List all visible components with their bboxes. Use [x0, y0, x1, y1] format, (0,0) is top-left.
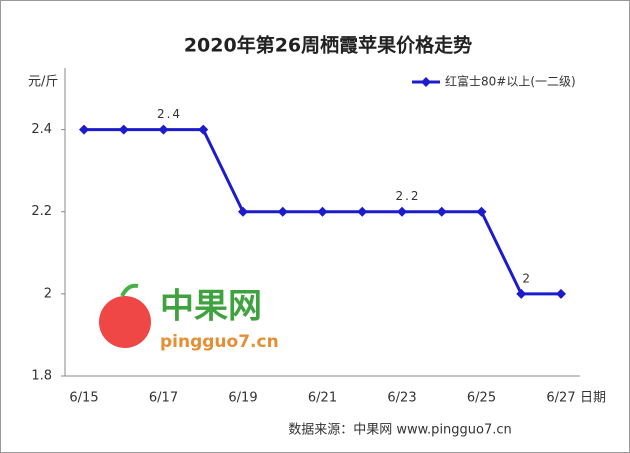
y-tick-label: 2.4: [31, 122, 52, 137]
point: [397, 206, 407, 217]
x-tick-label: 6/21: [308, 391, 337, 406]
source: 数据来源：中果网 www.pingguo7.cn: [288, 423, 512, 438]
point: [357, 206, 368, 217]
x-tick-label: 6/17: [149, 391, 178, 406]
x-tick-label: 6/19: [228, 391, 257, 406]
watermark-name: 中果网: [160, 287, 262, 327]
x-tick-label: 6/15: [69, 391, 98, 406]
point: [118, 124, 129, 135]
point: [238, 206, 248, 217]
value-label: 2.4: [157, 107, 182, 121]
value-label: 2: [522, 271, 532, 285]
x-tick-label: 6/25: [467, 391, 496, 406]
y-tick-label: 2: [44, 286, 52, 301]
logo-leaf: [120, 283, 139, 297]
x-tick-label: 6/23: [387, 391, 416, 406]
point: [556, 288, 566, 299]
point: [198, 124, 209, 135]
y-axis-label: 元/斤: [28, 75, 58, 90]
x-tick-label: 6/27: [546, 391, 575, 406]
point: [158, 124, 169, 135]
watermark-site: pingguo7.cn: [160, 332, 279, 352]
x-axis-label: 日期: [580, 391, 606, 406]
point: [79, 124, 89, 135]
point: [516, 288, 527, 299]
logo: [99, 296, 151, 348]
legend-label: 红富士80#以上(一二级): [445, 74, 576, 89]
y-tick-label: 1.8: [31, 369, 52, 384]
y-tick-label: 2.2: [31, 204, 52, 219]
legend-marker: [421, 77, 431, 87]
value-label: 2.2: [395, 189, 420, 203]
chart-title: 2020年第26周栖霞苹果价格走势: [184, 34, 472, 57]
watermark: 中果网 pingguo7.cn: [99, 283, 279, 352]
point: [476, 206, 487, 217]
point: [277, 206, 288, 217]
point: [317, 206, 328, 217]
point: [436, 206, 447, 217]
